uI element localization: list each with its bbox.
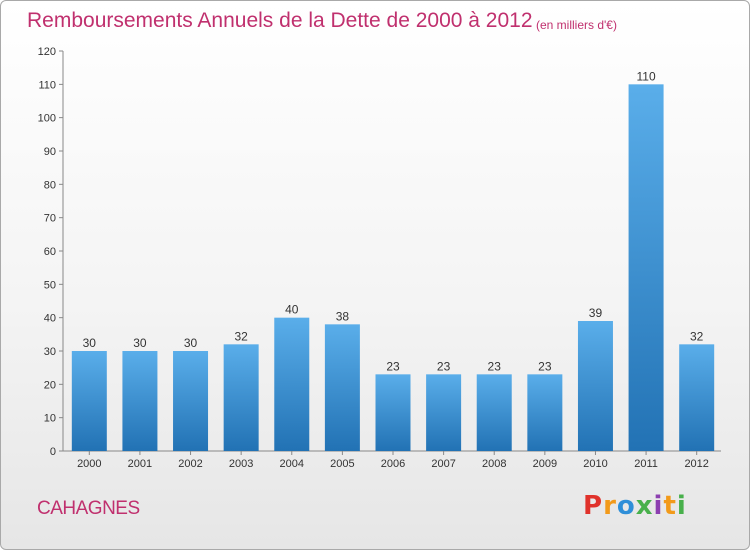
x-tick-label-2005: 2005 [330,458,354,470]
y-tick-label: 40 [44,313,56,325]
bar-2006 [375,374,411,451]
bar-2005 [324,324,360,451]
x-tick-label-2009: 2009 [533,458,557,470]
value-label-2006: 23 [386,359,400,373]
y-tick-label: 20 [44,379,56,391]
value-label-2008: 23 [488,359,502,373]
y-tick-label: 60 [44,246,56,258]
bar-2009 [527,374,563,451]
x-tick-label-2001: 2001 [128,458,152,470]
proxiti-logo: Proxiti [583,491,687,521]
value-label-2001: 30 [133,336,147,350]
x-tick-label-2000: 2000 [77,458,101,470]
x-tick-label-2004: 2004 [280,458,304,470]
value-label-2012: 32 [690,329,704,343]
chart-unit: (en milliers d'€) [536,18,617,32]
value-label-2002: 30 [184,336,198,350]
x-tick-label-2007: 2007 [431,458,455,470]
value-label-2009: 23 [538,359,552,373]
x-tick-label-2006: 2006 [381,458,405,470]
bar-2003 [223,344,259,451]
value-label-2003: 32 [234,329,248,343]
chart-title: Remboursements Annuels de la Dette de 20… [27,9,533,32]
bar-2011 [628,84,664,451]
y-tick-label: 110 [38,79,56,91]
x-tick-label-2010: 2010 [583,458,607,470]
x-tick-label-2008: 2008 [482,458,506,470]
y-tick-label: 70 [44,213,56,225]
bar-2008 [476,374,512,451]
y-tick-label: 90 [44,146,56,158]
x-tick-label-2011: 2011 [634,458,658,470]
commune-name: CAHAGNES [37,498,140,519]
bar-2004 [274,317,310,451]
y-tick-label: 50 [44,279,56,291]
bar-2002 [173,351,209,451]
value-label-2010: 39 [589,306,603,320]
value-label-2007: 23 [437,359,451,373]
y-tick-label: 80 [44,179,56,191]
y-tick-label: 10 [44,413,56,425]
value-label-2005: 38 [336,309,350,323]
x-tick-label-2012: 2012 [684,458,708,470]
y-tick-label: 0 [50,446,56,458]
y-tick-label: 100 [38,113,56,125]
bar-2001 [122,351,158,451]
bar-2007 [426,374,462,451]
bar-2010 [577,321,613,451]
y-tick-label: 120 [38,46,56,58]
bar-2012 [679,344,715,451]
y-tick-label: 30 [44,346,56,358]
x-tick-label-2002: 2002 [178,458,202,470]
value-label-2004: 40 [285,303,299,317]
value-label-2000: 30 [83,336,97,350]
bar-2000 [71,351,107,451]
x-tick-label-2003: 2003 [229,458,253,470]
value-label-2011: 110 [637,69,656,83]
